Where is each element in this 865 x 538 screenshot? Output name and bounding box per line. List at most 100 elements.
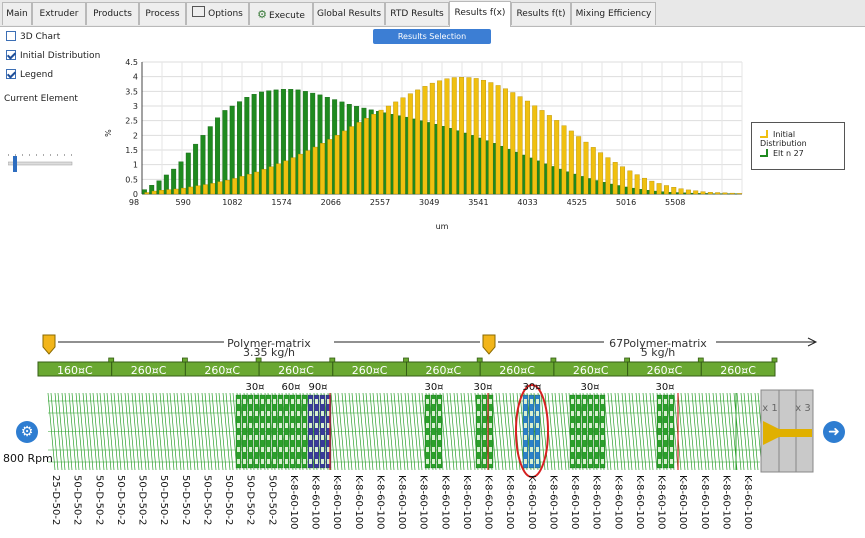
kneading-block-30-highlight [249, 447, 252, 452]
kneading-block-60-highlight [297, 423, 300, 428]
kneading-block-30-highlight [273, 459, 276, 464]
kneading-block-60-highlight [285, 411, 288, 416]
bar-initial-distribution [473, 78, 479, 195]
kneading-block-30d [581, 394, 588, 469]
bar-initial-distribution [385, 105, 391, 195]
checkbox-legend-box[interactable] [6, 69, 16, 79]
bar-initial-distribution [517, 96, 523, 195]
kneading-block-30e-highlight [658, 459, 661, 464]
screw-element-label: K-8-60-100 [634, 475, 645, 530]
checkbox-3d-chart[interactable]: 3D Chart [6, 31, 60, 42]
screw-element-label: K-8-60-100 [720, 475, 731, 530]
barrel-connector [108, 357, 115, 363]
checkbox-initial-distribution-box[interactable] [6, 50, 16, 60]
kneading-block-30-highlight [255, 447, 258, 452]
checkbox-legend[interactable]: Legend [6, 69, 53, 80]
checkbox-initial-distribution[interactable]: Initial Distribution [6, 50, 100, 61]
bar-initial-distribution [407, 93, 413, 195]
kneading-block-90-highlight [321, 423, 324, 428]
tab-mixing-efficiency[interactable]: Mixing Efficiency [571, 2, 656, 25]
kneading-block-30-highlight [261, 411, 264, 416]
kneading-block-30-highlight [273, 423, 276, 428]
x-tick-label: 5016 [616, 198, 636, 207]
kneading-block-30b-highlight [432, 423, 435, 428]
bar-initial-distribution [576, 136, 582, 195]
bar-initial-distribution [429, 82, 435, 195]
feed1-label-bg [224, 337, 334, 349]
kneading-block-30 [241, 394, 248, 469]
tab-main[interactable]: Main [2, 2, 32, 25]
kneading-block-30d-highlight [577, 411, 580, 416]
tab-process[interactable]: Process [139, 2, 186, 25]
kneading-block-selected-highlight [530, 435, 533, 440]
kneading-block-30e-highlight [664, 399, 667, 404]
tab-results-ft[interactable]: Results f(t) [511, 2, 571, 25]
tab-execute[interactable]: ⚙ Execute [249, 2, 313, 25]
kneading-block-30-highlight [249, 399, 252, 404]
kneading-block-selected-highlight [536, 459, 539, 464]
tab-products[interactable]: Products [86, 2, 139, 25]
kneading-block-60-highlight [285, 447, 288, 452]
bar-elt-n27 [258, 91, 264, 195]
bar-initial-distribution [466, 77, 472, 195]
kneading-block-30d [569, 394, 576, 469]
kneading-block-30e-highlight [664, 411, 667, 416]
bar-initial-distribution [327, 139, 333, 195]
tab-results-fx[interactable]: Results f(x) [449, 1, 511, 27]
y-tick-label: 3.5 [125, 87, 138, 96]
checkbox-3d-chart-box[interactable] [6, 31, 16, 41]
bar-elt-n27 [288, 89, 294, 195]
tab-options[interactable]: Options [186, 2, 249, 25]
tab-extruder[interactable]: Extruder [32, 2, 86, 25]
kneading-block-90 [325, 394, 332, 469]
bar-elt-n27 [193, 143, 199, 195]
kneading-block-90-highlight [309, 399, 312, 404]
screw-element-label: K-8-60-100 [569, 475, 580, 530]
slider-thumb[interactable] [13, 156, 17, 172]
angle-label: 60¤ [281, 382, 300, 393]
bar-initial-distribution [627, 170, 633, 195]
kneading-block-90-highlight [321, 399, 324, 404]
kneading-block-30e-highlight [664, 423, 667, 428]
kneading-block-30d-highlight [571, 399, 574, 404]
kneading-block-30-highlight [261, 459, 264, 464]
kneading-block-30 [247, 394, 254, 469]
bar-initial-distribution [261, 169, 267, 195]
tab-mixing-efficiency-label: Mixing Efficiency [575, 9, 652, 19]
kneading-block-60-highlight [297, 459, 300, 464]
bar-elt-n27 [156, 180, 162, 195]
kneading-block-30-highlight [255, 459, 258, 464]
bar-initial-distribution [224, 180, 230, 195]
next-arrow-button[interactable]: ➜ [823, 421, 845, 443]
barrel-temp-label: 260¤C [278, 364, 314, 377]
bar-initial-distribution [649, 180, 655, 195]
feed2-hopper-icon [482, 334, 496, 355]
checkbox-3d-chart-label: 3D Chart [20, 32, 61, 42]
results-selection-button[interactable]: Results Selection [373, 29, 491, 44]
bar-initial-distribution [400, 97, 406, 195]
bar-elt-n27 [302, 91, 308, 195]
screw-element-label: K-8-60-100 [656, 475, 667, 530]
current-element-slider[interactable] [8, 151, 74, 177]
screw-element-label: 50-D-50-2 [245, 475, 256, 525]
kneading-block-90-highlight [321, 411, 324, 416]
kneading-block-30-highlight [249, 459, 252, 464]
barrel-temp-label: 260¤C [573, 364, 609, 377]
kneading-block-30-highlight [267, 411, 270, 416]
x-tick-label: 590 [176, 198, 191, 207]
bar-initial-distribution [444, 78, 450, 195]
kneading-block-30 [253, 394, 260, 469]
tab-rtd-results[interactable]: RTD Results [385, 2, 449, 25]
bar-initial-distribution [532, 105, 538, 195]
tab-global-results[interactable]: Global Results [313, 2, 385, 25]
kneading-block-30-highlight [279, 459, 282, 464]
kneading-block-30b [436, 394, 443, 469]
bar-elt-n27 [141, 189, 147, 195]
kneading-block-30d-highlight [601, 435, 604, 440]
kneading-block-60-highlight [303, 459, 306, 464]
bar-initial-distribution [737, 193, 743, 195]
kneading-block-30e-highlight [670, 435, 673, 440]
kneading-block-selected-highlight [530, 411, 533, 416]
settings-gear-button[interactable]: ⚙ [16, 421, 38, 443]
kneading-block-90 [319, 394, 326, 469]
